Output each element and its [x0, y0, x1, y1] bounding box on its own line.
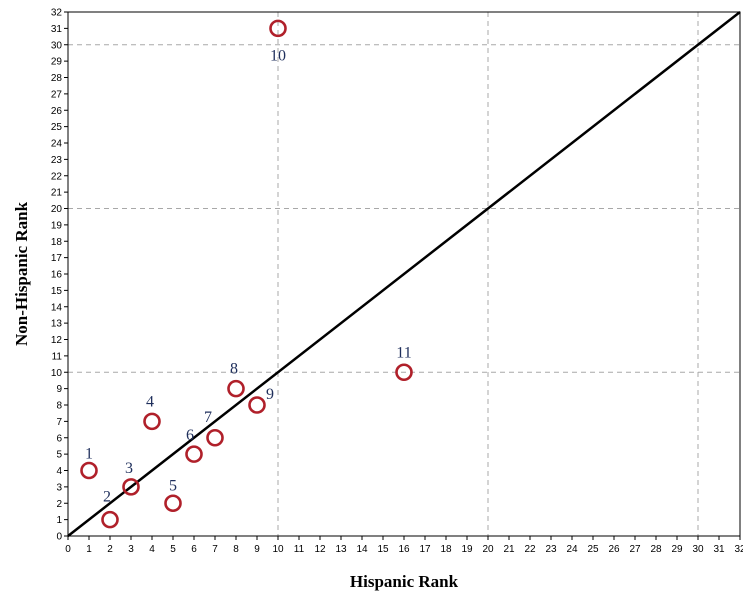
y-tick-label: 3	[56, 482, 62, 493]
x-tick-label: 1	[86, 544, 92, 555]
reference-diagonal-line	[67, 11, 741, 537]
x-tick-label: 22	[524, 544, 536, 555]
x-tick-label: 6	[191, 544, 197, 555]
y-tick-label: 10	[51, 368, 63, 379]
x-tick-label: 0	[65, 544, 71, 555]
y-tick-label: 8	[56, 401, 62, 412]
y-tick-label: 30	[51, 40, 63, 51]
y-tick-label: 31	[51, 24, 63, 35]
x-axis: 0 1 2 3 4 5 6 7 8 9 10 11 12 13 14 15 16 17 18 19 20 21 22 23 24…	[65, 536, 743, 555]
data-point-marker	[185, 445, 203, 463]
x-tick-label: 31	[713, 544, 725, 555]
data-point-label: 1	[85, 446, 93, 463]
data-point-marker	[269, 19, 287, 38]
y-tick-label: 4	[56, 466, 62, 477]
x-tick-label: 16	[398, 544, 410, 555]
data-point-marker	[395, 363, 413, 382]
x-tick-label: 10	[272, 544, 284, 555]
y-tick-label: 7	[56, 417, 62, 428]
y-tick-label: 17	[51, 253, 63, 264]
y-tick-label: 19	[51, 220, 63, 231]
x-tick-label: 8	[233, 544, 239, 555]
x-tick-label: 32	[734, 544, 743, 555]
data-point-label: 2	[103, 489, 111, 506]
data-point-label: 8	[230, 361, 238, 378]
data-point-label: 5	[169, 477, 177, 494]
data-point-label: 10	[270, 47, 286, 64]
y-tick-label: 12	[51, 335, 63, 346]
y-tick-label: 1	[56, 515, 62, 526]
x-tick-label: 15	[377, 544, 389, 555]
y-tick-label: 16	[51, 270, 63, 281]
data-point-label: 11	[396, 344, 411, 361]
x-tick-label: 12	[314, 544, 326, 555]
y-tick-label: 27	[51, 89, 63, 100]
x-tick-label: 4	[149, 544, 155, 555]
x-tick-label: 24	[566, 544, 578, 555]
data-point-label: 6	[186, 427, 194, 444]
data-point-label: 3	[125, 460, 133, 477]
x-tick-label: 29	[671, 544, 683, 555]
data-point-marker	[80, 461, 98, 480]
x-axis-title: Hispanic Rank	[350, 572, 459, 591]
y-tick-label: 11	[52, 351, 63, 362]
y-tick-label: 29	[51, 57, 63, 68]
data-point-marker	[206, 428, 224, 447]
x-tick-label: 17	[419, 544, 431, 555]
data-point-label: 7	[204, 409, 212, 426]
y-tick-label: 6	[56, 433, 62, 444]
data-point-label: 4	[146, 393, 154, 410]
data-point-marker	[122, 478, 140, 496]
x-tick-label: 19	[461, 544, 473, 555]
grid-lines	[68, 12, 740, 536]
y-axis: 0123456789101112131415161718192021222324…	[51, 8, 68, 543]
x-tick-label: 28	[650, 544, 662, 555]
x-tick-label: 7	[212, 544, 218, 555]
data-point-marker	[101, 510, 119, 529]
y-tick-label: 25	[51, 122, 63, 133]
y-tick-label: 9	[56, 384, 62, 395]
x-tick-label: 23	[545, 544, 557, 555]
y-tick-label: 22	[51, 171, 63, 182]
x-tick-label: 27	[629, 544, 641, 555]
y-tick-label: 26	[51, 106, 63, 117]
x-tick-label: 5	[170, 544, 176, 555]
y-tick-label: 0	[56, 532, 62, 543]
x-tick-label: 13	[335, 544, 347, 555]
data-point-marker	[227, 379, 245, 398]
y-tick-label: 20	[51, 204, 63, 215]
x-tick-label: 30	[692, 544, 704, 555]
y-tick-label: 5	[56, 450, 62, 461]
data-point-label: 9	[266, 386, 274, 403]
x-tick-label: 2	[107, 544, 113, 555]
y-tick-label: 13	[51, 319, 63, 330]
y-tick-label: 2	[56, 499, 62, 510]
x-tick-label: 26	[608, 544, 620, 555]
y-axis-title: Non-Hispanic Rank	[12, 201, 31, 346]
data-point-marker	[164, 494, 182, 513]
x-tick-label: 3	[128, 544, 134, 555]
y-tick-label: 14	[51, 302, 63, 313]
y-tick-label: 28	[51, 73, 63, 84]
data-point-marker	[248, 396, 266, 414]
y-tick-label: 23	[51, 155, 63, 166]
x-tick-label: 14	[356, 544, 368, 555]
y-tick-label: 32	[51, 8, 63, 19]
x-tick-label: 25	[587, 544, 599, 555]
x-tick-label: 20	[482, 544, 494, 555]
x-tick-label: 18	[440, 544, 452, 555]
y-tick-label: 15	[51, 286, 63, 297]
x-tick-label: 9	[254, 544, 260, 555]
y-tick-label: 18	[51, 237, 63, 248]
x-tick-label: 11	[294, 544, 305, 555]
y-tick-label: 21	[51, 188, 63, 199]
y-tick-label: 24	[51, 139, 63, 150]
data-point-marker	[143, 412, 161, 431]
x-tick-label: 21	[503, 544, 515, 555]
